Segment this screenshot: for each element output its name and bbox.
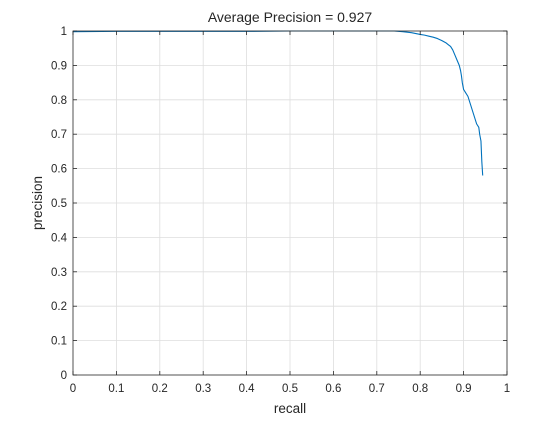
ticks: 0 0.1 0.2 0.3 0.4 0.5 0.6 0.7 0.8 0.9 1 0 0.1 0.2 0.3 0…	[51, 26, 510, 395]
chart-title: Average Precision = 0.927	[208, 9, 373, 25]
y-tick-label: 0	[61, 370, 67, 382]
x-tick-label: 1	[504, 383, 510, 395]
y-tick-label: 0.6	[51, 164, 67, 176]
y-tick-label: 0.7	[51, 129, 67, 141]
x-tick-label: 0.9	[456, 383, 472, 395]
x-tick-label: 0.6	[325, 383, 341, 395]
x-tick-label: 0.1	[108, 383, 124, 395]
x-tick-label: 0.8	[412, 383, 428, 395]
grid	[73, 31, 507, 375]
x-tick-label: 0	[70, 383, 76, 395]
y-tick-label: 1	[61, 26, 67, 38]
y-tick-label: 0.9	[51, 60, 67, 72]
x-tick-label: 0.4	[239, 383, 256, 395]
y-tick-label: 0.1	[51, 336, 67, 348]
x-tick-label: 0.7	[369, 383, 385, 395]
y-tick-label: 0.4	[51, 232, 68, 244]
y-tick-label: 0.8	[51, 95, 67, 107]
y-tick-label: 0.3	[51, 267, 67, 279]
y-tick-label: 0.5	[51, 198, 67, 210]
x-axis-label: recall	[274, 401, 306, 416]
x-tick-label: 0.2	[152, 383, 168, 395]
x-tick-label: 0.3	[195, 383, 211, 395]
y-axis-label: precision	[30, 176, 45, 230]
x-tick-label: 0.5	[282, 383, 298, 395]
y-tick-label: 0.2	[51, 301, 67, 313]
